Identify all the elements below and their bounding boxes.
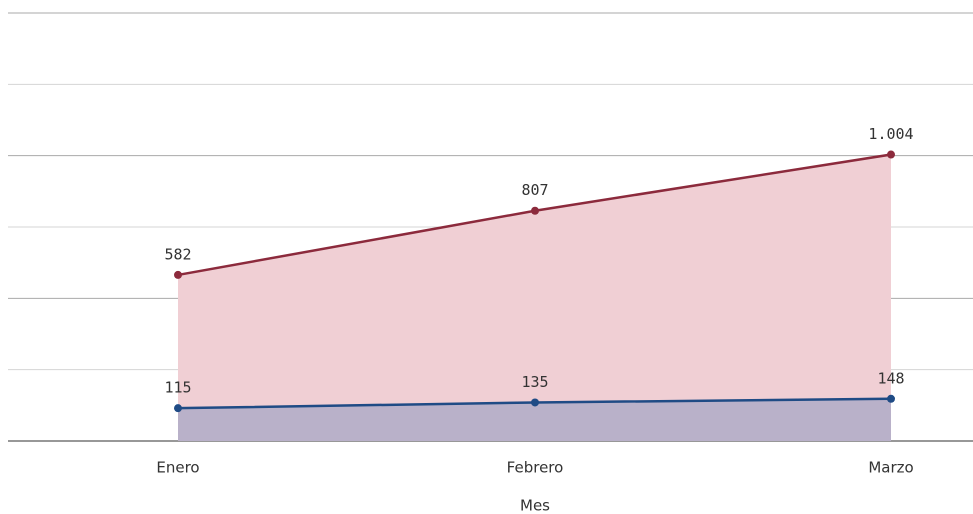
data-label: 135 xyxy=(521,373,548,391)
data-label: 582 xyxy=(164,245,191,263)
x-tick-label: Febrero xyxy=(507,459,564,477)
point xyxy=(531,398,539,407)
x-tick-label: Enero xyxy=(156,459,199,477)
data-label: 148 xyxy=(877,369,904,387)
data-label: 1.004 xyxy=(868,125,913,143)
point xyxy=(174,270,182,279)
area xyxy=(178,154,891,441)
point xyxy=(531,206,539,215)
x-axis-title: Mes xyxy=(520,497,550,514)
data-label: 115 xyxy=(164,379,191,397)
point xyxy=(174,404,182,413)
point xyxy=(887,394,895,403)
area xyxy=(178,398,891,441)
point xyxy=(887,150,895,159)
x-tick-label: Marzo xyxy=(868,459,913,477)
data-label: 807 xyxy=(521,181,548,199)
